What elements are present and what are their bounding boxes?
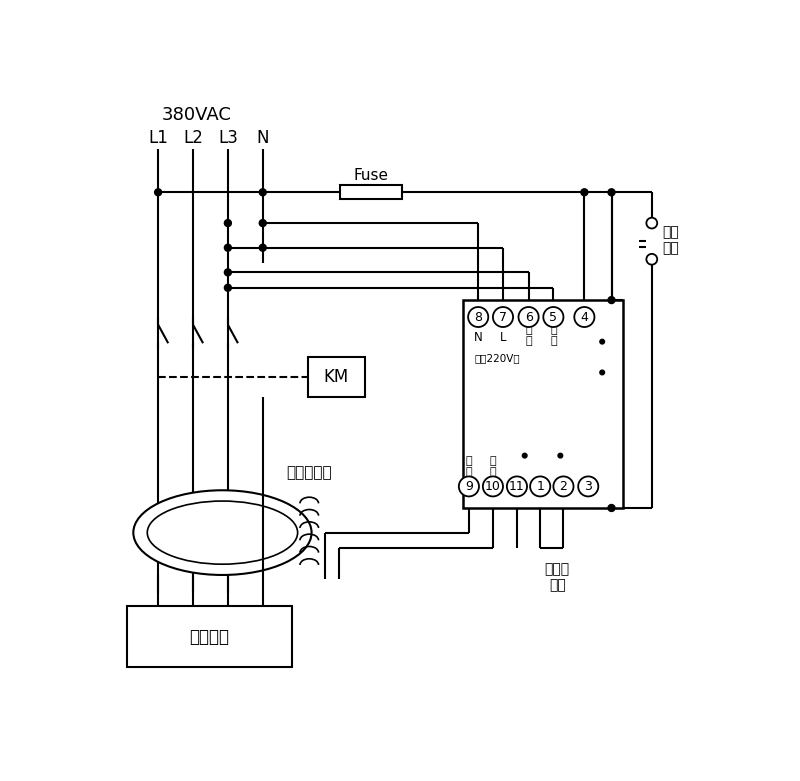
Circle shape <box>522 453 527 458</box>
Text: L3: L3 <box>218 130 238 148</box>
Circle shape <box>224 219 231 226</box>
Text: 5: 5 <box>550 311 558 323</box>
Text: 接聲光: 接聲光 <box>545 562 570 576</box>
Circle shape <box>483 476 503 497</box>
Text: 1: 1 <box>536 480 544 493</box>
Text: 零序互感器: 零序互感器 <box>286 465 332 480</box>
Circle shape <box>493 307 513 327</box>
Circle shape <box>558 453 562 458</box>
Text: 自鎖: 自鎖 <box>662 226 679 239</box>
Text: 信
號: 信 號 <box>466 455 472 477</box>
Text: 380VAC: 380VAC <box>162 106 232 124</box>
Text: N: N <box>474 330 482 344</box>
Text: 7: 7 <box>499 311 507 323</box>
Circle shape <box>259 244 266 251</box>
Circle shape <box>530 476 550 497</box>
Text: 開關: 開關 <box>662 241 679 255</box>
Circle shape <box>600 370 605 375</box>
Circle shape <box>507 476 527 497</box>
Circle shape <box>608 189 615 196</box>
Circle shape <box>581 189 588 196</box>
Circle shape <box>554 476 574 497</box>
Circle shape <box>224 244 231 251</box>
Circle shape <box>259 189 266 196</box>
Circle shape <box>600 340 605 344</box>
Text: 試
驗: 試 驗 <box>526 325 532 346</box>
Circle shape <box>646 254 658 265</box>
Ellipse shape <box>147 501 298 564</box>
Circle shape <box>224 284 231 291</box>
Text: N: N <box>257 130 269 148</box>
Text: 10: 10 <box>485 480 501 493</box>
Circle shape <box>518 307 538 327</box>
Bar <box>462 300 623 508</box>
Text: 6: 6 <box>525 311 533 323</box>
Text: 9: 9 <box>465 480 473 493</box>
Text: L: L <box>500 330 506 344</box>
Circle shape <box>459 476 479 497</box>
Circle shape <box>608 297 615 304</box>
Text: L2: L2 <box>183 130 203 148</box>
Text: 電源220V～: 電源220V～ <box>474 354 520 364</box>
Text: KM: KM <box>324 368 349 386</box>
Bar <box>308 357 365 397</box>
Text: 11: 11 <box>509 480 525 493</box>
Text: 信
號: 信 號 <box>490 455 496 477</box>
Text: 4: 4 <box>581 311 588 323</box>
Ellipse shape <box>134 490 311 575</box>
Text: 2: 2 <box>559 480 567 493</box>
Circle shape <box>646 218 658 229</box>
Text: 試
驗: 試 驗 <box>550 325 557 346</box>
Text: 報警: 報警 <box>549 578 566 592</box>
Text: 3: 3 <box>584 480 592 493</box>
Circle shape <box>468 307 488 327</box>
Circle shape <box>608 505 615 512</box>
Circle shape <box>543 307 563 327</box>
Text: 用户设备: 用户设备 <box>190 628 230 646</box>
Text: L1: L1 <box>148 130 168 148</box>
Text: Fuse: Fuse <box>354 168 389 183</box>
Circle shape <box>224 269 231 276</box>
Bar <box>127 606 292 668</box>
Bar <box>340 185 402 199</box>
Circle shape <box>578 476 598 497</box>
Circle shape <box>259 219 266 226</box>
Text: 8: 8 <box>474 311 482 323</box>
Circle shape <box>154 189 162 196</box>
Circle shape <box>574 307 594 327</box>
